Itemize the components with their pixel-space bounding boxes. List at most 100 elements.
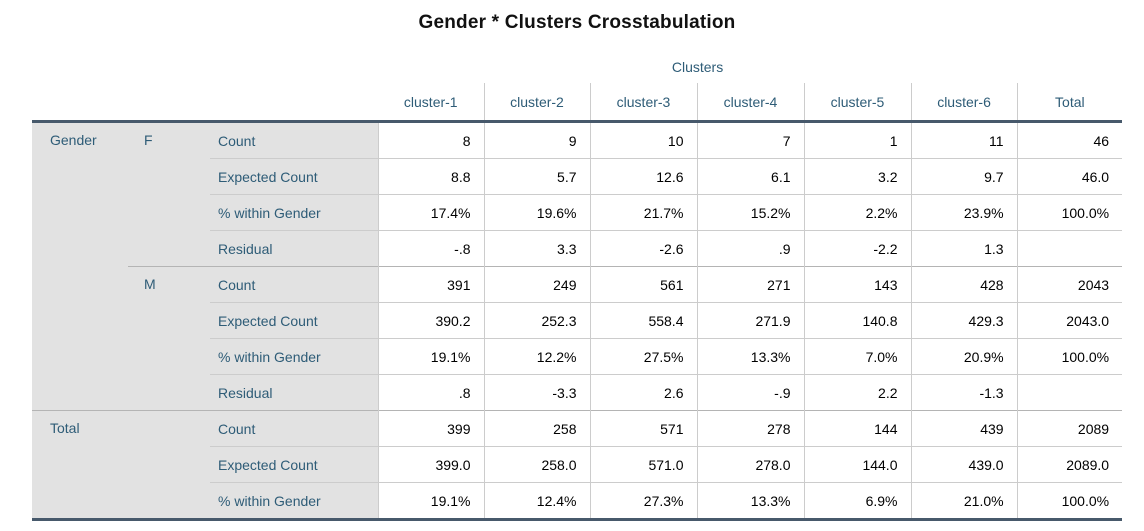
data-cell-total: 2043	[1016, 266, 1123, 303]
data-cell: 20.9%	[910, 338, 1018, 375]
stat-label: Expected Count	[210, 302, 378, 339]
gender-category-f: F	[128, 121, 210, 267]
data-cell: 9	[483, 121, 590, 159]
data-cell-total: 2089.0	[1016, 446, 1123, 483]
data-cell: 1	[803, 121, 911, 159]
table-row-total-percent: % within Gender 19.1% 12.4% 27.3% 13.3% …	[32, 482, 1123, 520]
data-cell-total	[1016, 230, 1123, 267]
data-cell: 428	[910, 266, 1018, 303]
column-header-cluster-6: cluster-6	[910, 83, 1018, 123]
data-cell: 23.9%	[910, 194, 1018, 231]
data-cell: 390.2	[377, 302, 484, 339]
data-cell: 8.8	[377, 158, 484, 195]
data-cell: 11	[910, 121, 1018, 159]
data-cell: -2.6	[589, 230, 697, 267]
column-header-cluster-5: cluster-5	[803, 83, 911, 123]
data-cell-total: 2089	[1016, 410, 1123, 447]
data-cell: 3.2	[803, 158, 911, 195]
data-cell: 3.3	[483, 230, 590, 267]
data-cell-total	[1016, 374, 1123, 411]
stat-label: Count	[210, 410, 378, 447]
column-header-cluster-1: cluster-1	[378, 83, 484, 123]
stat-label: Count	[210, 266, 378, 303]
data-cell: 10	[589, 121, 697, 159]
data-cell: 13.3%	[696, 482, 804, 520]
data-cell-total: 46	[1016, 121, 1123, 159]
data-cell: 249	[483, 266, 590, 303]
data-cell: .9	[696, 230, 804, 267]
stat-label: Expected Count	[210, 446, 378, 483]
data-cell: 278	[696, 410, 804, 447]
spanner-row: Clusters	[32, 51, 1122, 83]
column-header-cluster-4: cluster-4	[696, 83, 804, 123]
data-cell-total: 100.0%	[1016, 194, 1123, 231]
data-cell: 2.2%	[803, 194, 911, 231]
table-row-m-percent: % within Gender 19.1% 12.2% 27.5% 13.3% …	[32, 338, 1123, 375]
data-cell: 399.0	[377, 446, 484, 483]
data-cell-total: 2043.0	[1016, 302, 1123, 339]
table-row-m-count: M Count 391 249 561 271 143 428 2043	[32, 266, 1123, 411]
data-cell: 12.6	[589, 158, 697, 195]
corner-cell-2	[32, 83, 378, 123]
data-cell: 15.2%	[696, 194, 804, 231]
data-cell: 8	[377, 121, 484, 159]
total-row-header: Total	[32, 410, 210, 520]
data-cell: -.9	[696, 374, 804, 411]
table-row-m-expected: Expected Count 390.2 252.3 558.4 271.9 1…	[32, 302, 1123, 339]
data-cell: 7.0%	[803, 338, 911, 375]
data-cell: 258.0	[483, 446, 590, 483]
corner-cell	[32, 51, 378, 83]
total-column-spacer	[1017, 51, 1122, 83]
data-cell: 571.0	[589, 446, 697, 483]
data-cell: .8	[377, 374, 484, 411]
stat-label: % within Gender	[210, 482, 378, 520]
data-cell: 429.3	[910, 302, 1018, 339]
data-cell: 252.3	[483, 302, 590, 339]
crosstab-table: Clusters cluster-1 cluster-2 cluster-3 c…	[32, 51, 1123, 521]
table-row-f-expected: Expected Count 8.8 5.7 12.6 6.1 3.2 9.7 …	[32, 158, 1123, 195]
data-cell: 9.7	[910, 158, 1018, 195]
table-row-total-expected: Expected Count 399.0 258.0 571.0 278.0 1…	[32, 446, 1123, 483]
data-cell: 19.1%	[377, 482, 484, 520]
stat-label: Count	[210, 121, 378, 159]
data-cell: 144	[803, 410, 911, 447]
gender-category-m: M	[128, 266, 210, 411]
data-cell: -3.3	[483, 374, 590, 411]
data-cell: 143	[803, 266, 911, 303]
data-cell: 2.6	[589, 374, 697, 411]
spss-output-view: Gender * Clusters Crosstabulation Cluste…	[32, 12, 1123, 521]
data-cell: 17.4%	[377, 194, 484, 231]
data-cell: 391	[377, 266, 484, 303]
data-cell: 21.0%	[910, 482, 1018, 520]
data-cell: 561	[589, 266, 697, 303]
data-cell: 558.4	[589, 302, 697, 339]
column-header-cluster-3: cluster-3	[589, 83, 697, 123]
data-cell: 1.3	[910, 230, 1018, 267]
data-cell: 19.1%	[377, 338, 484, 375]
data-cell: 439.0	[910, 446, 1018, 483]
table-row-f-residual: Residual -.8 3.3 -2.6 .9 -2.2 1.3	[32, 230, 1123, 267]
data-cell: 439	[910, 410, 1018, 447]
data-cell: 27.3%	[589, 482, 697, 520]
table-row-m-residual: Residual .8 -3.3 2.6 -.9 2.2 -1.3	[32, 374, 1123, 411]
data-cell: 21.7%	[589, 194, 697, 231]
data-cell: 5.7	[483, 158, 590, 195]
data-cell-total: 100.0%	[1016, 482, 1123, 520]
data-cell: 12.4%	[483, 482, 590, 520]
data-cell: -1.3	[910, 374, 1018, 411]
data-cell: 6.9%	[803, 482, 911, 520]
data-cell: 12.2%	[483, 338, 590, 375]
data-cell: 13.3%	[696, 338, 804, 375]
stat-label: Residual	[210, 374, 378, 411]
data-cell: 144.0	[803, 446, 911, 483]
data-cell: 571	[589, 410, 697, 447]
data-cell: 2.2	[803, 374, 911, 411]
column-header-row: cluster-1 cluster-2 cluster-3 cluster-4 …	[32, 83, 1123, 123]
table-row-total-count: Total Count 399 258 571 278 144 439 2089	[32, 410, 1123, 520]
stat-label: Residual	[210, 230, 378, 267]
clusters-spanner-header: Clusters	[671, 59, 724, 75]
data-cell: 399	[377, 410, 484, 447]
total-column-header: Total	[1016, 83, 1123, 123]
column-header-cluster-2: cluster-2	[483, 83, 590, 123]
data-cell: 258	[483, 410, 590, 447]
